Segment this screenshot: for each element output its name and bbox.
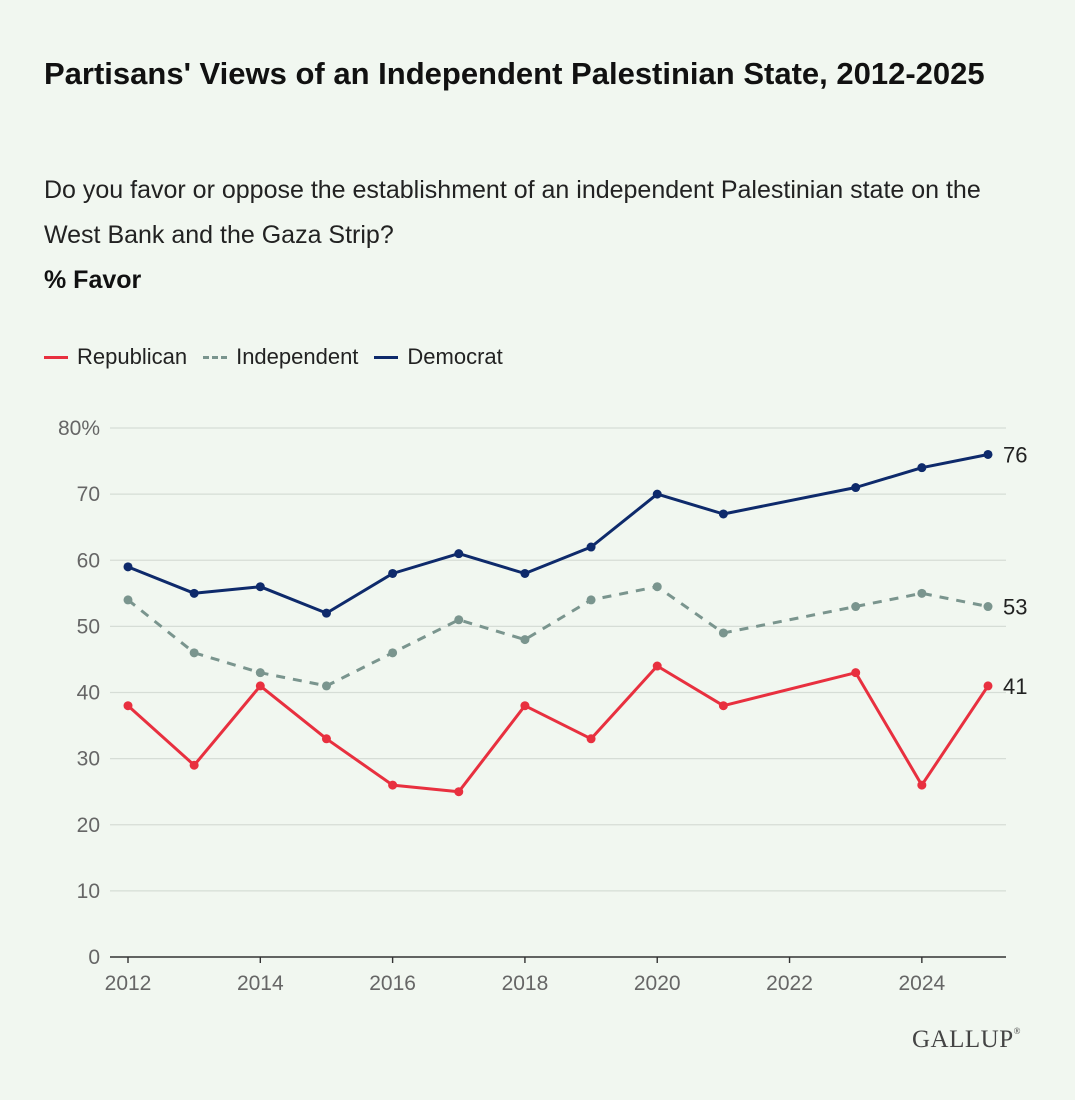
x-tick-label: 2020 — [634, 972, 681, 995]
data-point-independent — [388, 648, 398, 658]
data-point-democrat — [983, 449, 993, 459]
legend-label-republican: Republican — [77, 344, 188, 369]
data-point-independent — [189, 648, 199, 658]
data-point-republican — [255, 681, 265, 691]
y-tick-label: 80% — [58, 417, 100, 440]
data-point-republican — [123, 701, 133, 711]
data-point-independent — [321, 681, 331, 691]
data-point-democrat — [917, 463, 927, 473]
data-point-republican — [454, 787, 464, 797]
y-tick-label: 40 — [77, 682, 100, 705]
data-point-republican — [652, 661, 662, 671]
data-point-independent — [851, 602, 861, 612]
x-tick-label: 2014 — [237, 972, 284, 995]
y-tick-label: 60 — [77, 549, 100, 572]
y-tick-label: 50 — [77, 615, 100, 638]
data-point-republican — [520, 701, 530, 711]
x-tick-label: 2024 — [898, 972, 945, 995]
x-tick-label: 2016 — [369, 972, 416, 995]
data-point-independent — [454, 615, 464, 625]
data-point-democrat — [718, 509, 728, 519]
x-tick-label: 2012 — [105, 972, 152, 995]
y-tick-label: 70 — [77, 483, 100, 506]
y-tick-label: 0 — [88, 946, 100, 969]
data-point-republican — [983, 681, 993, 691]
legend: Republican Independent Democrat — [44, 344, 519, 370]
data-point-democrat — [520, 568, 530, 578]
gallup-logo: GALLUP® — [912, 1026, 1021, 1053]
legend-swatch-republican — [44, 355, 68, 359]
data-point-republican — [917, 780, 927, 790]
data-point-democrat — [123, 562, 133, 572]
measure-label: % Favor — [44, 266, 142, 294]
chart-subtitle: Do you favor or oppose the establishment… — [44, 176, 981, 249]
data-point-republican — [388, 780, 398, 790]
data-point-democrat — [586, 542, 596, 552]
data-point-democrat — [255, 582, 265, 592]
data-point-republican — [189, 760, 199, 770]
data-point-independent — [917, 588, 927, 598]
data-point-independent — [123, 595, 133, 605]
data-point-independent — [586, 595, 596, 605]
data-point-republican — [321, 734, 331, 744]
y-tick-label: 20 — [77, 814, 100, 837]
legend-label-independent: Independent — [236, 344, 359, 369]
data-point-independent — [520, 635, 530, 645]
data-point-republican — [851, 668, 861, 678]
y-tick-label: 10 — [77, 880, 100, 903]
legend-label-democrat: Democrat — [407, 344, 503, 369]
end-label-independent: 53 — [1003, 595, 1027, 620]
legend-item-republican: Republican — [44, 344, 187, 370]
data-point-democrat — [388, 568, 398, 578]
data-point-democrat — [189, 588, 199, 598]
data-point-independent — [718, 628, 728, 638]
data-point-democrat — [652, 489, 662, 499]
data-point-republican — [586, 734, 596, 744]
end-label-republican: 41 — [1003, 674, 1027, 699]
legend-item-democrat: Democrat — [374, 344, 503, 370]
data-point-democrat — [321, 608, 331, 618]
chart-title: Partisans' Views of an Independent Pales… — [44, 56, 985, 91]
y-tick-label: 30 — [77, 748, 100, 771]
legend-swatch-democrat — [374, 355, 399, 359]
data-point-republican — [718, 701, 728, 711]
data-point-independent — [983, 602, 993, 612]
data-point-democrat — [851, 483, 861, 493]
legend-swatch-independent — [203, 355, 228, 359]
data-point-independent — [255, 668, 265, 678]
end-label-democrat: 76 — [1003, 442, 1027, 467]
x-tick-label: 2018 — [502, 972, 549, 995]
x-tick-label: 2022 — [766, 972, 813, 995]
data-point-independent — [652, 582, 662, 592]
legend-item-independent: Independent — [203, 344, 358, 370]
data-point-democrat — [454, 549, 464, 559]
